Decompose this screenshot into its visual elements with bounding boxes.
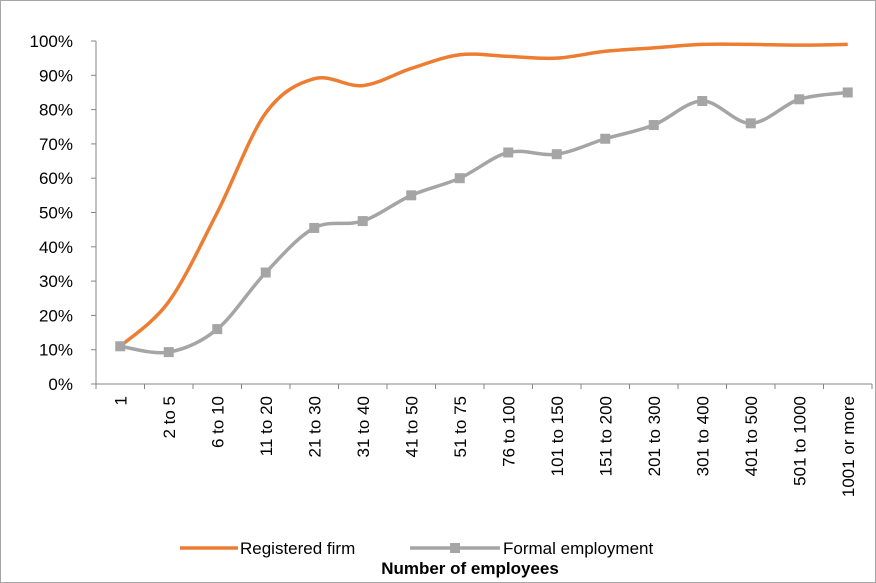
point-marker [551,149,562,160]
point-marker [309,222,320,233]
point-marker [357,216,368,227]
legend-label: Formal employment [503,539,653,558]
series-line [119,90,848,355]
y-tick-label: 10% [39,341,73,360]
legend-marker [450,543,460,553]
y-tick-label: 100% [30,32,73,51]
x-tick-label: 101 to 150 [548,396,567,476]
point-marker [842,87,853,98]
y-tick-label: 50% [39,204,73,223]
point-marker [212,324,223,335]
series-line [119,42,848,348]
y-tick-label: 20% [39,306,73,325]
point-marker [163,347,174,358]
point-marker [745,118,756,129]
x-tick-label: 1 [111,396,130,405]
point-marker [503,147,514,158]
x-axis-title: Number of employees [381,559,559,578]
legend-label: Registered firm [240,539,355,558]
x-tick-label: 51 to 75 [451,396,470,457]
point-marker [648,120,659,131]
x-tick-label: 151 to 200 [596,396,615,476]
point-marker [454,173,465,184]
x-tick-label: 76 to 100 [499,396,518,467]
x-tick-label: 501 to 1000 [790,396,809,486]
y-tick-label: 30% [39,272,73,291]
y-tick-label: 40% [39,238,73,257]
point-marker [406,190,417,201]
point-marker [115,341,126,352]
point-marker [697,96,708,107]
y-tick-label: 0% [48,375,73,394]
x-tick-label: 6 to 10 [208,396,227,448]
x-tick-label: 301 to 400 [693,396,712,476]
y-tick-label: 60% [39,169,73,188]
x-tick-label: 2 to 5 [160,396,179,439]
x-tick-label: 201 to 300 [645,396,664,476]
x-tick-label: 21 to 30 [305,396,324,457]
point-marker [600,133,611,144]
y-tick-label: 80% [39,101,73,120]
point-marker [260,267,271,278]
x-tick-label: 41 to 50 [402,396,421,457]
x-tick-label: 11 to 20 [257,396,276,456]
point-marker [794,94,805,105]
x-tick-label: 1001 or more [839,396,858,497]
x-tick-label: 31 to 40 [354,396,373,457]
y-tick-label: 90% [39,66,73,85]
y-tick-label: 70% [39,135,73,154]
x-tick-label: 401 to 500 [742,396,761,476]
